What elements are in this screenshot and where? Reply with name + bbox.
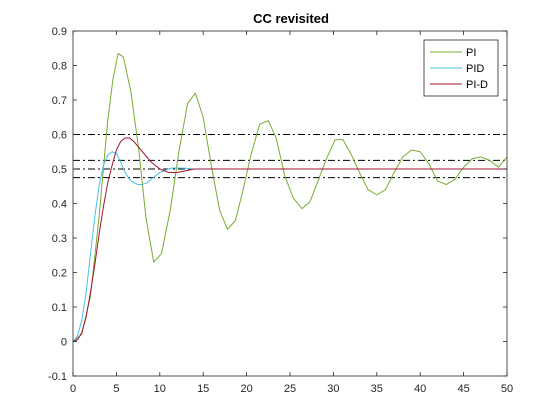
x-tick-label: 40: [414, 383, 426, 395]
x-tick-label: 20: [240, 383, 252, 395]
x-tick-label: 45: [457, 383, 469, 395]
y-tick-label: 0.5: [52, 164, 67, 176]
legend: PI PID PI-D: [423, 39, 499, 97]
y-tick-label: -0.1: [48, 371, 67, 383]
y-tick-label: 0.1: [52, 302, 67, 314]
series-line-pi: [72, 52, 508, 342]
x-tick-label: 0: [70, 383, 76, 395]
legend-label-pi: PI: [466, 47, 476, 59]
y-tick-label: 0.2: [52, 268, 67, 280]
x-tick-label: 25: [284, 383, 296, 395]
x-tick-label: 30: [327, 383, 339, 395]
x-tick-label: 50: [501, 383, 513, 395]
series-line-pi-d: [72, 137, 507, 342]
series-line-pid: [72, 151, 230, 342]
legend-label-pi-d: PI-D: [466, 79, 488, 91]
series-layer: [72, 52, 508, 342]
x-tick-label: 15: [197, 383, 209, 395]
y-tick-label: 0.8: [52, 61, 67, 73]
x-tick-label: 10: [154, 383, 166, 395]
y-tick-label: 0.3: [52, 233, 67, 245]
chart-title: CC revisited: [253, 11, 329, 26]
y-tick-label: 0: [61, 337, 67, 349]
x-tick-label: 35: [371, 383, 383, 395]
y-tick-label: 0.6: [52, 130, 67, 142]
y-axis: -0.1 0 0.1 0.2 0.3 0.4 0.5 0.6 0.7 0.8 0.9: [48, 26, 507, 383]
y-tick-label: 0.9: [52, 26, 67, 38]
x-axis: 0 5 10 15 20 25 30 35 40 45 50: [70, 31, 513, 395]
legend-label-pid: PID: [466, 63, 484, 75]
x-tick-label: 5: [113, 383, 119, 395]
y-tick-label: 0.7: [52, 95, 67, 107]
y-tick-label: 0.4: [52, 199, 67, 211]
